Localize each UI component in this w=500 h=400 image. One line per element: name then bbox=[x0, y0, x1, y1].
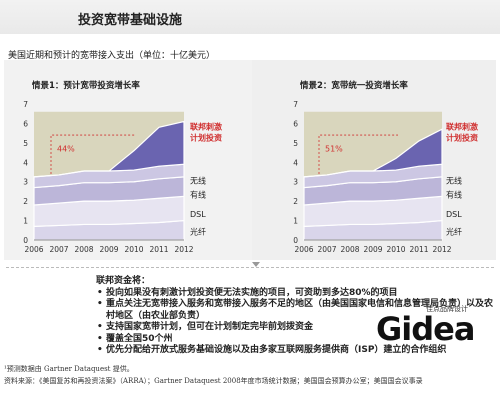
gidea-logo: 佳点品牌设计 Gidea bbox=[376, 302, 494, 348]
page-title: 投资宽带基础设施 bbox=[78, 13, 183, 28]
y-tick-label: 4 bbox=[293, 158, 298, 167]
y-tick-label: 4 bbox=[23, 158, 28, 167]
source-note: 资料来源：《美国复苏和再投资法案》（ARRA）；Gartner Dataques… bbox=[4, 377, 423, 385]
area-series-4 bbox=[33, 120, 185, 178]
x-tick-label: 2011 bbox=[409, 245, 428, 254]
stimulus-label: 计划投资 bbox=[446, 132, 478, 142]
series-label: DSL bbox=[446, 210, 462, 219]
series-label: 有线 bbox=[190, 189, 206, 199]
area-series-4 bbox=[303, 128, 443, 178]
y-tick-label: 0 bbox=[23, 236, 28, 245]
series-label: 光纤 bbox=[190, 226, 206, 236]
y-tick-label: 5 bbox=[23, 139, 28, 148]
x-tick-label: 2012 bbox=[432, 245, 451, 254]
y-tick-label: 1 bbox=[23, 217, 28, 226]
logo-tagline: 佳点品牌设计 bbox=[426, 305, 468, 313]
notes-block: 联邦资金将： 投向如果没有刺激计划投资便无法实施的项目，可资助到多达80%的项目… bbox=[96, 276, 496, 357]
stimulus-label: 联邦刺激 bbox=[446, 121, 478, 131]
y-tick-label: 2 bbox=[23, 197, 28, 206]
x-tick-label: 2010 bbox=[386, 245, 405, 254]
chart-scenario-1: 情景1：预计宽带投资增长率 0 1 2 3 4 5 6 7 2006 2007 2008 2009 201… bbox=[23, 80, 222, 254]
logo-wordmark: Gidea bbox=[376, 310, 475, 348]
y-tick-label: 3 bbox=[293, 178, 298, 187]
stimulus-label: 计划投资 bbox=[190, 132, 222, 142]
annotation-percent: 51% bbox=[325, 145, 343, 154]
chart-title: 情景2：宽带统一投资增长率 bbox=[299, 80, 408, 91]
list-item: 投向如果没有刺激计划投资便无法实施的项目，可资助到多达80%的项目 bbox=[97, 288, 496, 300]
chart-title: 情景1：预计宽带投资增长率 bbox=[31, 80, 140, 91]
title-bar bbox=[0, 0, 500, 34]
y-tick-label: 1 bbox=[293, 217, 298, 226]
notes-heading: 联邦资金将： bbox=[96, 276, 151, 286]
y-tick-label: 3 bbox=[23, 178, 28, 187]
y-tick-label: 7 bbox=[293, 100, 298, 109]
y-tick-label: 6 bbox=[293, 119, 298, 128]
x-tick-label: 2007 bbox=[49, 245, 68, 254]
x-tick-label: 2010 bbox=[124, 245, 143, 254]
chart-subtitle: 美国近期和预计的宽带接入支出（单位：十亿美元） bbox=[8, 51, 216, 61]
series-label: 无线 bbox=[190, 176, 206, 186]
list-item: 覆盖全国50个州 bbox=[97, 334, 496, 346]
stimulus-label: 联邦刺激 bbox=[190, 121, 222, 131]
series-label: DSL bbox=[190, 210, 206, 219]
list-item: 优先分配给开放式服务基础设施以及由多家互联网服务提供商（ISP）建立的合作组织 bbox=[97, 345, 496, 357]
section-divider bbox=[6, 267, 494, 268]
chart-panel-right: 情景2：宽带统一投资增长率 0 1 2 3 4 5 6 7 2006 2007 2008 2009 201… bbox=[252, 60, 496, 260]
y-tick-label: 6 bbox=[23, 119, 28, 128]
x-tick-label: 2008 bbox=[74, 245, 93, 254]
series-label: 无线 bbox=[446, 176, 462, 186]
y-tick-label: 5 bbox=[293, 139, 298, 148]
x-tick-label: 2012 bbox=[174, 245, 193, 254]
x-tick-label: 2008 bbox=[340, 245, 359, 254]
x-tick-label: 2007 bbox=[317, 245, 336, 254]
y-tick-label: 2 bbox=[293, 197, 298, 206]
series-label: 有线 bbox=[446, 189, 462, 199]
list-item: 重点关注无宽带接入服务和宽带接入服务不足的地区（由美国国家电信和信息管理局负责）… bbox=[97, 299, 496, 322]
chart-panel-left: 情景1：预计宽带投资增长率 0 1 2 3 4 5 6 7 2006 2007 2008 2009 201… bbox=[4, 60, 252, 260]
series-label: 光纤 bbox=[446, 226, 462, 236]
annotation-bracket bbox=[50, 134, 136, 174]
y-tick-label: 7 bbox=[23, 100, 28, 109]
y-tick-label: 0 bbox=[293, 236, 298, 245]
x-tick-label: 2006 bbox=[294, 245, 313, 254]
list-item: 支持国家宽带计划，但可在计划制定完毕前划拨资金 bbox=[97, 322, 496, 334]
x-tick-label: 2011 bbox=[149, 245, 168, 254]
x-tick-label: 2009 bbox=[363, 245, 382, 254]
divider-arrow-icon bbox=[252, 262, 260, 267]
annotation-bracket bbox=[318, 134, 398, 174]
notes-list: 投向如果没有刺激计划投资便无法实施的项目，可资助到多达80%的项目 重点关注无宽… bbox=[96, 288, 496, 357]
footnote: ¹预测数据由 Gartner Dataquest 提供。 bbox=[4, 365, 134, 373]
annotation-percent: 44% bbox=[57, 145, 75, 154]
chart-scenario-2: 情景2：宽带统一投资增长率 0 1 2 3 4 5 6 7 2006 2007 2008 2009 201… bbox=[293, 80, 478, 254]
x-tick-label: 2009 bbox=[99, 245, 118, 254]
x-tick-label: 2006 bbox=[24, 245, 43, 254]
